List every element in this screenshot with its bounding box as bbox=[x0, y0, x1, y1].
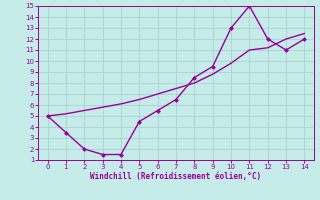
X-axis label: Windchill (Refroidissement éolien,°C): Windchill (Refroidissement éolien,°C) bbox=[91, 172, 261, 181]
